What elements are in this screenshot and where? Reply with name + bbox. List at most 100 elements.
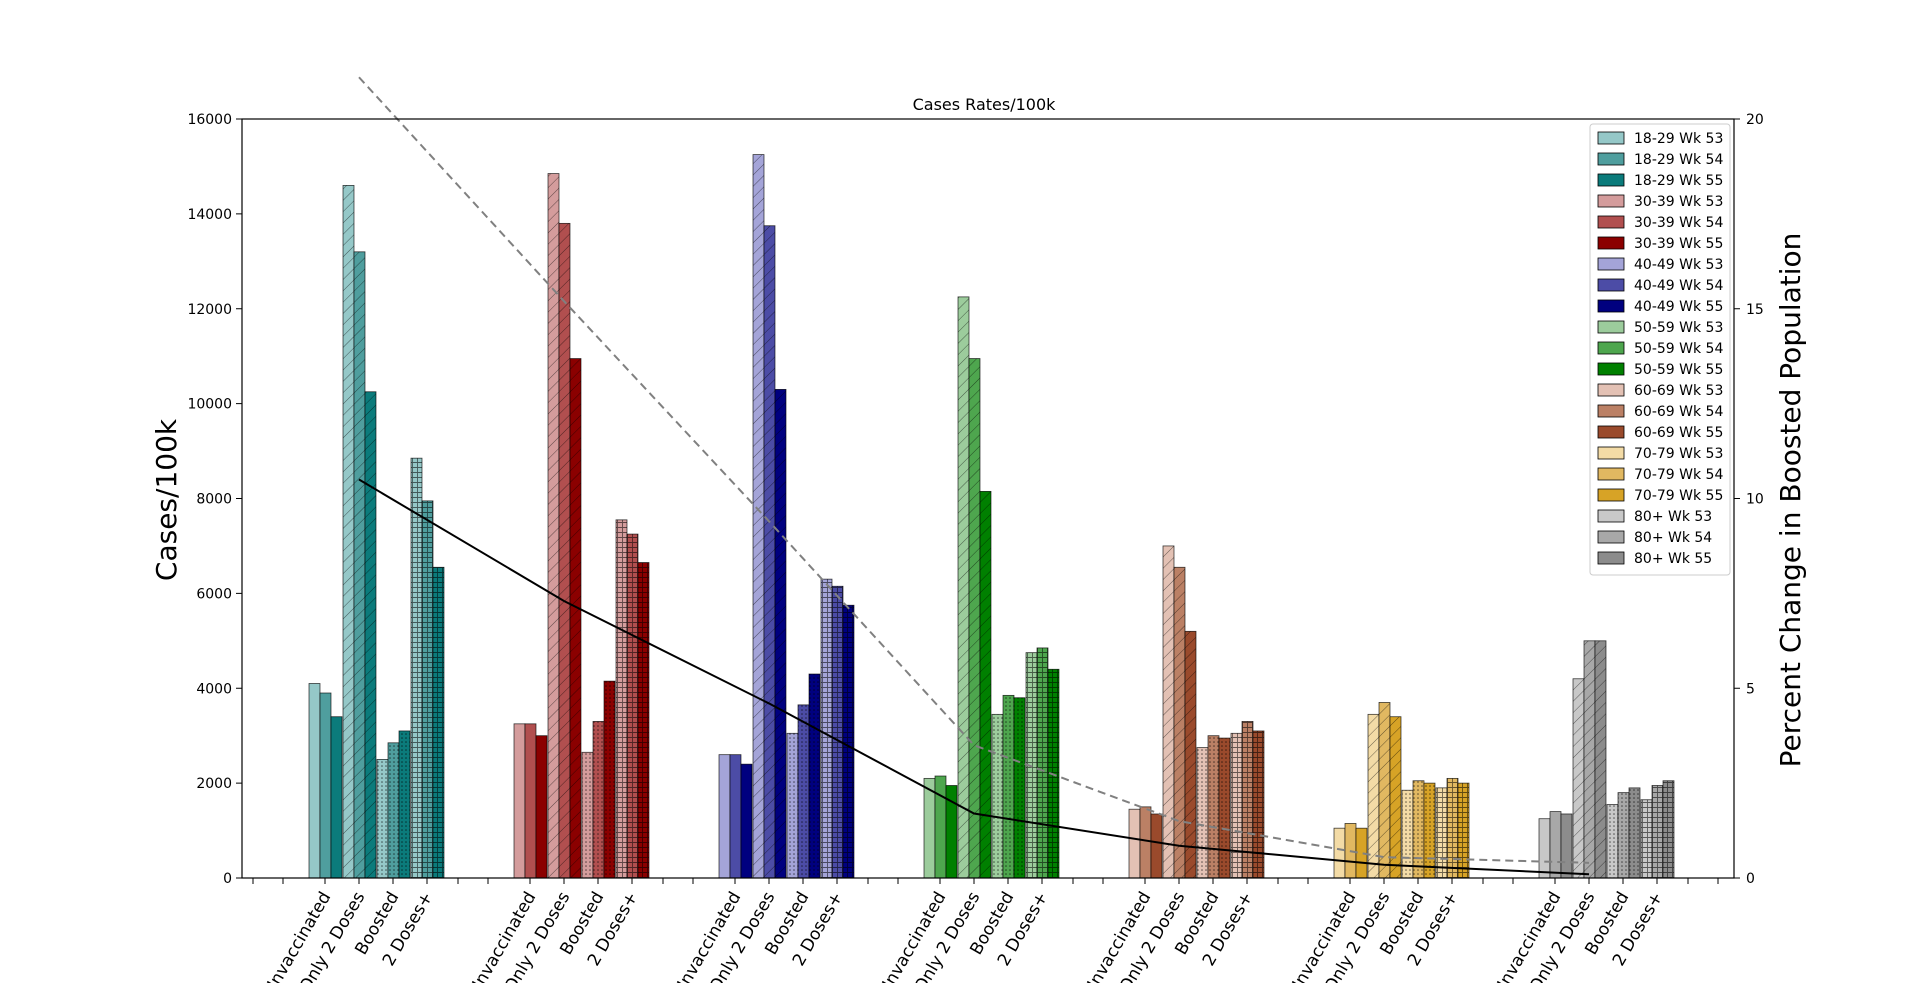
bar-60-69-boosted-wk55-hatch: [1219, 738, 1230, 878]
legend-swatch: [1597, 257, 1625, 271]
bar-18-29-only-2-doses-wk55-hatch: [365, 391, 376, 878]
bar-18-29-only-2-doses-wk54-hatch: [354, 251, 365, 878]
bar-40-49-boosted-wk55-hatch: [809, 674, 820, 878]
bar-80+-unvaccinated-wk55: [1560, 813, 1573, 879]
bar-30-39-only-2-doses-wk53-hatch: [548, 173, 559, 879]
bar-30-39-boosted-wk55-hatch: [604, 681, 615, 878]
legend-entry: 18-29 Wk 53: [1634, 131, 1723, 147]
legend-swatch: [1597, 425, 1625, 439]
bar-60-69-2-doses--wk53-hatch: [1231, 733, 1242, 878]
bar-50-59-boosted-wk53-hatch: [992, 714, 1003, 878]
bar-60-69-unvaccinated-wk54: [1139, 806, 1152, 879]
legend-entry: 18-29 Wk 54: [1634, 152, 1723, 168]
y-tick-label: 10000: [187, 397, 232, 413]
bar-40-49-boosted-wk54-hatch: [798, 704, 809, 878]
legend-entry: 60-69 Wk 54: [1634, 404, 1723, 420]
y-tick-label: 4000: [196, 681, 232, 697]
bar-70-79-2-doses--wk55-hatch: [1458, 783, 1469, 878]
bar-30-39-unvaccinated-wk53: [513, 723, 526, 879]
bar-60-69-boosted-wk53-hatch: [1197, 747, 1208, 878]
bar-40-49-boosted-wk53-hatch: [787, 733, 798, 878]
bar-18-29-boosted-wk55-hatch: [399, 730, 410, 878]
bar-80+-boosted-wk53-hatch: [1607, 804, 1618, 878]
bar-70-79-only-2-doses-wk55-hatch: [1390, 716, 1401, 878]
legend-swatch: [1597, 215, 1625, 229]
bar-70-79-boosted-wk53-hatch: [1402, 790, 1413, 878]
legend-swatch: [1597, 131, 1625, 145]
legend-entry: 70-79 Wk 53: [1634, 446, 1723, 462]
legend-swatch: [1597, 551, 1625, 565]
bar-50-59-2-doses--wk53-hatch: [1026, 652, 1037, 878]
bar-30-39-2-doses--wk54-hatch: [627, 534, 638, 878]
bar-30-39-only-2-doses-wk54-hatch: [559, 223, 570, 879]
y2-tick-label: 20: [1746, 112, 1764, 128]
bar-70-79-boosted-wk55-hatch: [1424, 783, 1435, 878]
bar-30-39-2-doses--wk55-hatch: [638, 562, 649, 878]
legend-entry: 80+ Wk 53: [1634, 509, 1712, 525]
bar-50-59-unvaccinated-wk54: [934, 775, 947, 879]
y2-tick-label: 0: [1746, 871, 1755, 887]
bar-80+-2-doses--wk54-hatch: [1652, 785, 1663, 878]
legend-box: [1589, 123, 1731, 576]
legend-swatch: [1597, 383, 1625, 397]
bar-60-69-boosted-wk54-hatch: [1208, 735, 1219, 878]
legend-swatch: [1597, 467, 1625, 481]
bar-70-79-2-doses--wk54-hatch: [1447, 778, 1458, 878]
bar-40-49-unvaccinated-wk54: [729, 754, 742, 879]
legend-entry: 40-49 Wk 55: [1634, 299, 1723, 315]
bar-60-69-only-2-doses-wk53-hatch: [1163, 545, 1174, 878]
legend-swatch: [1597, 530, 1625, 544]
bar-80+-boosted-wk54-hatch: [1618, 792, 1629, 878]
bar-80+-only-2-doses-wk54-hatch: [1584, 640, 1595, 878]
bar-18-29-unvaccinated-wk53: [308, 683, 321, 879]
bar-40-49-2-doses--wk53-hatch: [821, 579, 832, 878]
bar-18-29-unvaccinated-wk54: [319, 692, 332, 879]
bar-50-59-only-2-doses-wk54-hatch: [969, 358, 980, 878]
bar-40-49-unvaccinated-wk53: [718, 754, 731, 879]
bar-70-79-2-doses--wk53-hatch: [1436, 787, 1447, 878]
chart-title: Cases Rates/100k: [913, 95, 1057, 114]
bar-80+-only-2-doses-wk53-hatch: [1573, 678, 1584, 878]
legend-entry: 30-39 Wk 55: [1634, 236, 1723, 252]
bar-30-39-unvaccinated-wk55: [535, 735, 548, 879]
bar-40-49-unvaccinated-wk55: [740, 763, 753, 879]
legend-swatch: [1597, 152, 1625, 166]
legend-entry: 70-79 Wk 54: [1634, 467, 1723, 483]
legend-swatch: [1597, 173, 1625, 187]
bar-50-59-boosted-wk54-hatch: [1003, 695, 1014, 878]
bar-30-39-boosted-wk53-hatch: [582, 752, 593, 878]
bar-40-49-only-2-doses-wk54-hatch: [764, 225, 775, 878]
legend-entry: 40-49 Wk 54: [1634, 278, 1723, 294]
bar-30-39-boosted-wk54-hatch: [593, 721, 604, 878]
bar-70-79-only-2-doses-wk54-hatch: [1379, 702, 1390, 878]
bar-70-79-only-2-doses-wk53-hatch: [1368, 714, 1379, 878]
legend-swatch: [1597, 320, 1625, 334]
legend: 18-29 Wk 53 18-29 Wk 54 18-29 Wk 55 30-39 W…: [1589, 123, 1731, 576]
bar-80+-unvaccinated-wk53: [1538, 818, 1551, 879]
legend-swatch: [1597, 404, 1625, 418]
bar-50-59-2-doses--wk54-hatch: [1037, 647, 1048, 878]
legend-entry: 80+ Wk 55: [1634, 551, 1712, 567]
bar-40-49-2-doses--wk54-hatch: [832, 586, 843, 878]
y-axis-label: Cases/100k: [150, 418, 183, 581]
y2-axis-label: Percent Change in Boosted Population: [1774, 233, 1807, 768]
bar-60-69-only-2-doses-wk55-hatch: [1185, 631, 1196, 878]
bar-18-29-2-doses--wk54-hatch: [422, 500, 433, 878]
bar-80+-unvaccinated-wk54: [1549, 811, 1562, 879]
legend-entry: 30-39 Wk 53: [1634, 194, 1723, 210]
bar-30-39-only-2-doses-wk55-hatch: [570, 358, 581, 878]
plot-area: 0 2000 4000 6000 8000 10000 12000 14000 16000 0 5 1…: [187, 76, 1764, 983]
legend-swatch: [1597, 341, 1625, 355]
bar-40-49-2-doses--wk55-hatch: [843, 605, 854, 878]
bar-30-39-2-doses--wk53-hatch: [616, 519, 627, 878]
legend-swatch: [1597, 362, 1625, 376]
legend-entry: 80+ Wk 54: [1634, 530, 1712, 546]
legend-entry: 50-59 Wk 54: [1634, 341, 1723, 357]
y2-tick-label: 10: [1746, 492, 1764, 508]
bar-18-29-unvaccinated-wk55: [330, 716, 343, 879]
bar-30-39-unvaccinated-wk54: [524, 723, 537, 879]
bar-60-69-only-2-doses-wk54-hatch: [1174, 567, 1185, 878]
legend-entry: 50-59 Wk 53: [1634, 320, 1723, 336]
bar-80+-only-2-doses-wk55-hatch: [1595, 640, 1606, 878]
